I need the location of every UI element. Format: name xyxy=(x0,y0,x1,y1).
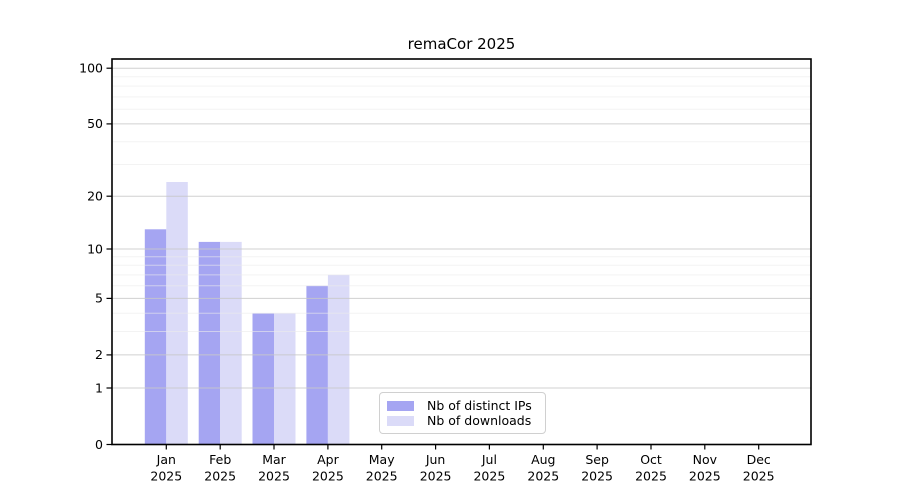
bar-nb-of-distinct-ips-feb xyxy=(198,241,221,445)
xtick-label-nov: Nov 2025 xyxy=(689,452,721,484)
ytick-label-10: 10 xyxy=(87,241,103,256)
xtick-label-apr: Apr 2025 xyxy=(312,452,344,484)
bar-nb-of-distinct-ips-jan xyxy=(144,229,167,445)
xtick-label-jun: Jun 2025 xyxy=(420,452,452,484)
legend-swatch-distinct-ips xyxy=(387,400,414,411)
bar-nb-of-downloads-mar xyxy=(274,313,296,445)
legend-swatch-downloads xyxy=(387,415,414,426)
legend-item-distinct-ips: Nb of distinct IPs xyxy=(387,398,537,413)
legend-label-downloads: Nb of downloads xyxy=(427,413,532,428)
ytick-label-100: 100 xyxy=(79,61,103,76)
ytick-label-5: 5 xyxy=(95,291,103,306)
chart-title: remaCor 2025 xyxy=(407,35,516,53)
ytick-label-2: 2 xyxy=(95,347,103,362)
ytick-label-1: 1 xyxy=(95,380,103,395)
xtick-label-aug: Aug 2025 xyxy=(527,452,559,484)
legend: Nb of distinct IPs Nb of downloads xyxy=(379,392,546,434)
xtick-label-jul: Jul 2025 xyxy=(473,452,505,484)
legend-item-downloads: Nb of downloads xyxy=(387,413,537,428)
ytick-label-0: 0 xyxy=(95,437,103,452)
xtick-label-dec: Dec 2025 xyxy=(743,452,775,484)
xtick-label-mar: Mar 2025 xyxy=(258,452,290,484)
ytick-label-50: 50 xyxy=(87,116,103,131)
ytick-label-20: 20 xyxy=(87,189,103,204)
legend-label-distinct-ips: Nb of distinct IPs xyxy=(427,398,532,413)
bar-nb-of-downloads-feb xyxy=(220,241,242,445)
bar-nb-of-distinct-ips-mar xyxy=(252,313,274,445)
bar-nb-of-distinct-ips-apr xyxy=(306,285,328,445)
xtick-label-may: May 2025 xyxy=(366,452,398,484)
xtick-label-oct: Oct 2025 xyxy=(635,452,667,484)
bar-nb-of-downloads-apr xyxy=(327,274,350,445)
plot-border xyxy=(111,58,812,446)
xtick-label-sep: Sep 2025 xyxy=(581,452,613,484)
xtick-label-feb: Feb 2025 xyxy=(204,452,236,484)
xtick-label-jan: Jan 2025 xyxy=(150,452,182,484)
